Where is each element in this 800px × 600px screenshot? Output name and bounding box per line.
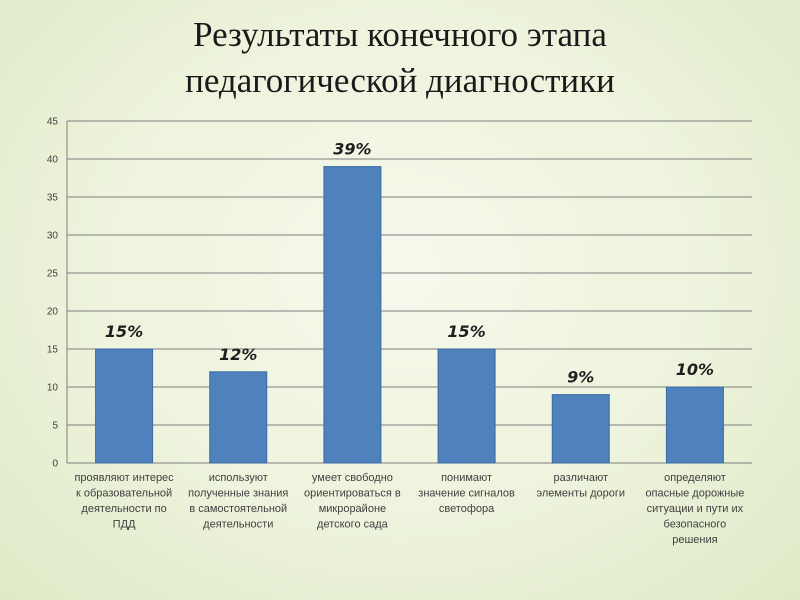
x-category-label: проявляют интерес к образовательной деятел… xyxy=(74,472,174,531)
x-category-label-line: микрорайоне xyxy=(319,503,386,515)
x-category-label-line: ПДД xyxy=(113,519,136,531)
x-category-label-line: ориентироваться в xyxy=(304,488,401,500)
x-category-label-line: решения xyxy=(672,534,717,546)
data-label: 15% xyxy=(447,322,485,341)
x-category-label-line: опасные дорожные xyxy=(645,488,744,500)
x-category-label-line: элементы дороги xyxy=(536,488,625,500)
x-category-label-line: деятельности по xyxy=(81,503,166,515)
y-tick-label: 40 xyxy=(47,155,59,166)
slide-title: Результаты конечного этапа педагогическо… xyxy=(0,12,800,104)
data-label: 15% xyxy=(105,322,143,341)
y-tick-label: 45 xyxy=(47,117,59,128)
slide-title-line-1: Результаты конечного этапа xyxy=(193,15,607,54)
data-labels: 15% 12% 39% 15% 9% 10% xyxy=(105,140,714,387)
y-tick-label: 25 xyxy=(47,269,59,280)
x-category-label: умеет свободно ориентироваться в микрорайо… xyxy=(304,472,401,531)
bars xyxy=(95,166,724,464)
data-label: 10% xyxy=(676,360,714,379)
x-category-label: определяют опасные дорожные ситуации и пут… xyxy=(645,472,744,546)
x-category-label-line: ситуации и пути их xyxy=(647,503,744,515)
bar xyxy=(551,394,610,464)
gridlines xyxy=(66,120,752,464)
y-tick-label: 35 xyxy=(47,193,59,204)
data-label: 12% xyxy=(219,345,257,364)
y-tick-label: 5 xyxy=(52,421,58,432)
x-category-label-line: значение сигналов xyxy=(418,488,515,500)
y-axis-ticks: 0 5 10 15 20 25 30 35 40 45 xyxy=(47,117,59,470)
slide-title-line-2: педагогической диагностики xyxy=(185,61,615,100)
x-category-label-line: понимают xyxy=(441,472,492,484)
y-tick-label: 15 xyxy=(47,345,59,356)
y-tick-label: 20 xyxy=(47,307,59,318)
x-axis-categories: проявляют интерес к образовательной деятел… xyxy=(74,472,744,546)
y-tick-label: 10 xyxy=(47,383,59,394)
y-tick-label: 0 xyxy=(52,459,58,470)
bar xyxy=(437,348,496,464)
x-category-label-line: светофора xyxy=(439,503,495,515)
x-category-label-line: определяют xyxy=(664,472,726,484)
x-category-label-line: детского сада xyxy=(317,519,389,531)
x-category-label-line: проявляют интерес xyxy=(74,472,174,484)
x-category-label: различают элементы дороги xyxy=(536,472,625,500)
x-category-label-line: используют xyxy=(209,472,268,484)
x-category-label-line: умеет свободно xyxy=(312,472,393,484)
x-category-label-line: деятельности xyxy=(203,519,273,531)
x-category-label: понимают значение сигналов светофора xyxy=(418,472,515,515)
data-label: 9% xyxy=(567,368,594,387)
x-category-label: используют полученные знания в самостоятел… xyxy=(188,472,288,531)
x-category-label-line: полученные знания xyxy=(188,488,288,500)
bar xyxy=(323,166,382,464)
x-category-label-line: различают xyxy=(554,472,609,484)
bar xyxy=(95,348,154,464)
x-category-label-line: в самостоятельной xyxy=(189,503,287,515)
bar xyxy=(665,386,724,464)
x-category-label-line: безопасного xyxy=(664,519,727,531)
x-category-label-line: к образовательной xyxy=(76,488,172,500)
y-tick-label: 30 xyxy=(47,231,59,242)
bar xyxy=(209,371,268,464)
data-label: 39% xyxy=(333,140,371,159)
